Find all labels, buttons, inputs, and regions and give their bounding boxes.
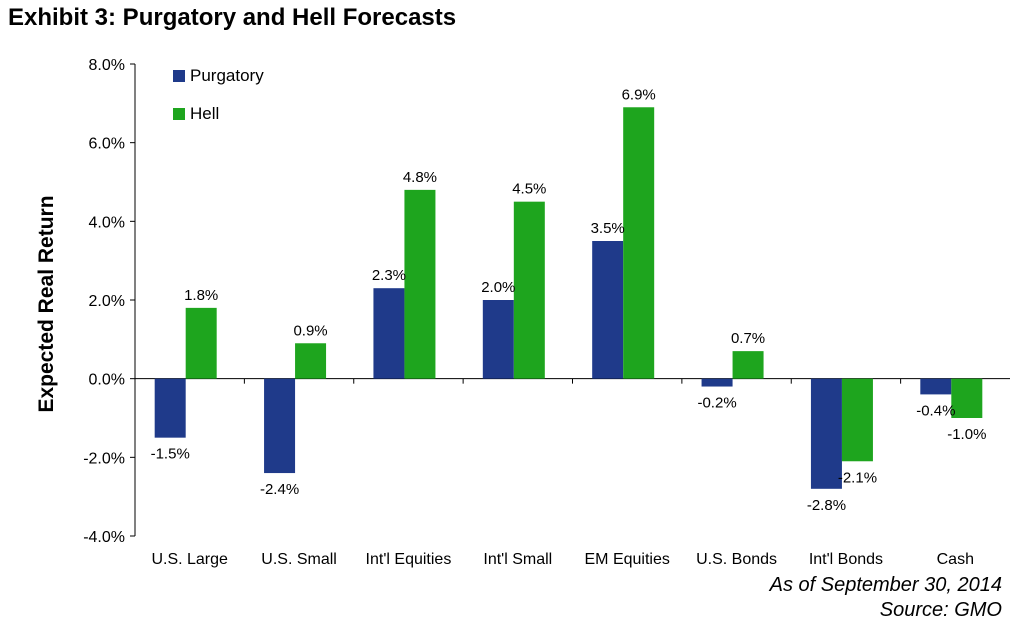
- bar-purgatory-6: [810, 378, 842, 489]
- y-tick-label: 8.0%: [89, 57, 125, 74]
- data-label-hell-1: 0.9%: [293, 322, 327, 339]
- x-tick-label: Cash: [937, 551, 974, 568]
- data-label-purgatory-5: -0.2%: [697, 395, 736, 412]
- x-tick-label: Int'l Small: [483, 551, 552, 568]
- source-note: Source: GMO: [879, 599, 1002, 621]
- as-of-date-note: As of September 30, 2014: [769, 574, 1002, 596]
- x-tick-label: Int'l Bonds: [809, 551, 883, 568]
- y-tick-label: 6.0%: [89, 136, 125, 153]
- x-tick-label: U.S. Bonds: [696, 551, 777, 568]
- data-label-purgatory-1: -2.4%: [260, 481, 299, 498]
- legend-label-purgatory: Purgatory: [190, 66, 264, 85]
- x-tick-label: Int'l Equities: [366, 551, 452, 568]
- bar-purgatory-5: [701, 378, 733, 387]
- bar-hell-3: [513, 201, 545, 379]
- data-label-purgatory-4: 3.5%: [591, 220, 625, 237]
- bar-hell-7: [951, 378, 983, 418]
- y-tick-label: 2.0%: [89, 293, 125, 310]
- bar-purgatory-0: [154, 378, 186, 438]
- data-label-purgatory-6: -2.8%: [807, 497, 846, 514]
- bar-hell-4: [623, 107, 655, 379]
- bar-purgatory-1: [264, 378, 296, 474]
- legend-swatch-purgatory: [173, 70, 185, 82]
- bar-hell-0: [185, 307, 217, 379]
- y-tick-label: 4.0%: [89, 214, 125, 231]
- bar-purgatory-7: [920, 378, 952, 395]
- data-label-purgatory-3: 2.0%: [481, 279, 515, 296]
- data-label-purgatory-7: -0.4%: [916, 402, 955, 419]
- bar-purgatory-3: [482, 300, 514, 379]
- legend-swatch-hell: [173, 108, 185, 120]
- bar-purgatory-2: [373, 288, 405, 379]
- data-label-hell-5: 0.7%: [731, 330, 765, 347]
- x-tick-label: EM Equities: [585, 551, 670, 568]
- y-tick-label: -2.0%: [83, 450, 125, 467]
- data-label-hell-0: 1.8%: [184, 287, 218, 304]
- data-label-hell-6: -2.1%: [838, 469, 877, 486]
- bar-hell-6: [841, 378, 873, 462]
- data-label-hell-7: -1.0%: [947, 426, 986, 443]
- legend-label-hell: Hell: [190, 104, 219, 123]
- x-tick-label: U.S. Small: [261, 551, 337, 568]
- bar-purgatory-4: [592, 241, 624, 379]
- chart-title: Exhibit 3: Purgatory and Hell Forecasts: [8, 4, 457, 31]
- data-label-hell-2: 4.8%: [403, 169, 437, 186]
- data-label-purgatory-2: 2.3%: [372, 267, 406, 284]
- y-axis-label: Expected Real Return: [35, 195, 58, 412]
- bar-hell-2: [404, 189, 436, 379]
- data-label-purgatory-0: -1.5%: [151, 446, 190, 463]
- x-tick-label: U.S. Large: [151, 551, 228, 568]
- y-tick-label: 0.0%: [89, 372, 125, 389]
- y-tick-label: -4.0%: [83, 529, 125, 546]
- bar-hell-1: [295, 343, 327, 379]
- data-label-hell-3: 4.5%: [512, 181, 546, 198]
- data-label-hell-4: 6.9%: [622, 86, 656, 103]
- bar-hell-5: [732, 351, 764, 379]
